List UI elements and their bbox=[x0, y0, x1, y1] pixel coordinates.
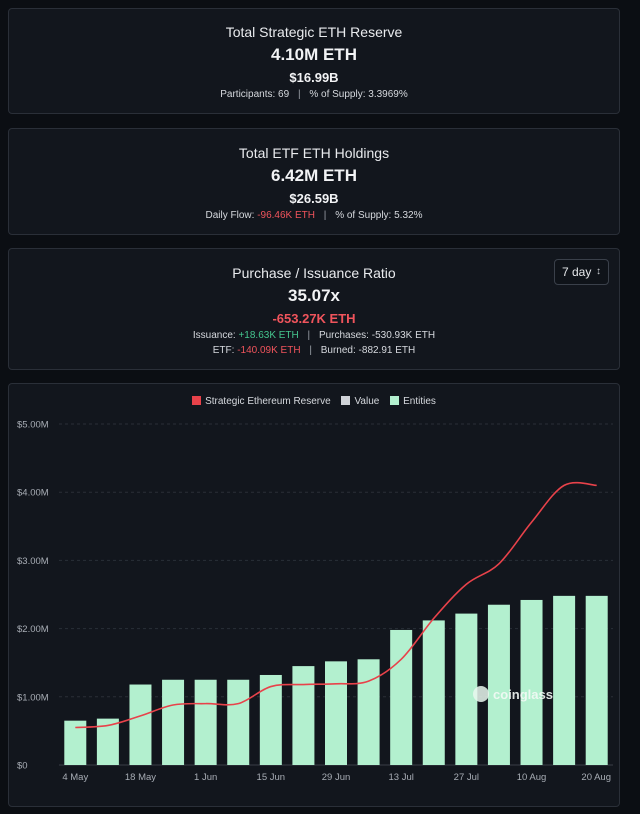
bar-entities bbox=[553, 595, 576, 765]
issuance-value: +18.63K ETH bbox=[238, 330, 299, 341]
supply-value: 3.3969% bbox=[368, 89, 408, 100]
etf-amount: 6.42M ETH bbox=[271, 166, 357, 185]
bar-entities bbox=[422, 620, 445, 765]
legend-item-entities[interactable]: Entities bbox=[390, 396, 436, 407]
ratio-details-row1: Issuance: +18.63K ETH | Purchases: -530.… bbox=[9, 330, 619, 341]
x-tick-label: 18 May bbox=[125, 772, 156, 783]
legend-label-value: Value bbox=[354, 396, 380, 407]
etf-title: Total ETF ETH Holdings bbox=[238, 145, 390, 161]
bar-entities bbox=[292, 666, 315, 765]
x-tick-label: 1 Jun bbox=[194, 772, 217, 783]
x-tick-label: 4 May bbox=[62, 772, 88, 783]
y-tick-label: $2.00M bbox=[17, 624, 49, 635]
y-tick-label: $4.00M bbox=[17, 488, 49, 499]
bar-entities bbox=[455, 613, 478, 765]
bar-entities bbox=[162, 679, 185, 765]
bar-entities bbox=[487, 604, 510, 765]
supply-label: % of Supply: bbox=[335, 210, 392, 221]
issuance-label: Issuance: bbox=[192, 330, 236, 341]
etf-details: Daily Flow: -96.46K ETH | % of Supply: 5… bbox=[9, 210, 619, 221]
chart-legend: Strategic Ethereum Reserve Value Entitie… bbox=[9, 396, 619, 407]
separator: | bbox=[309, 345, 312, 356]
bar-entities bbox=[227, 679, 250, 765]
coinglass-logo-icon bbox=[473, 686, 489, 702]
purchases-value: -530.93K ETH bbox=[371, 330, 436, 341]
reserve-amount: 4.10M ETH bbox=[271, 45, 357, 64]
x-tick-label: 13 Jul bbox=[388, 772, 413, 783]
ratio-details-row2: ETF: -140.09K ETH | Burned: -882.91 ETH bbox=[9, 345, 619, 356]
bar-entities bbox=[64, 720, 87, 765]
chevron-updown-icon: ↕ bbox=[596, 266, 601, 277]
daily-flow-value: -96.46K ETH bbox=[257, 210, 316, 221]
separator: | bbox=[297, 89, 301, 100]
ratio-value: 35.07x bbox=[288, 286, 340, 305]
x-tick-label: 10 Aug bbox=[517, 772, 547, 783]
supply-value: 5.32% bbox=[394, 210, 423, 221]
x-tick-label: 20 Aug bbox=[581, 772, 611, 783]
chart-plot: $0 $1.00M $2.00M $3.00M $4.00M $5.00M coinglas… bbox=[17, 420, 613, 783]
x-tick-label: 29 Jun bbox=[322, 772, 351, 783]
y-tick-label: $0 bbox=[17, 761, 28, 772]
separator: | bbox=[323, 210, 327, 221]
purchase-issuance-card: Purchase / Issuance Ratio 35.07x -653.27… bbox=[8, 248, 620, 370]
bar-entities bbox=[585, 595, 608, 765]
legend-item-reserve[interactable]: Strategic Ethereum Reserve bbox=[192, 396, 331, 407]
reserve-title: Total Strategic ETH Reserve bbox=[225, 24, 403, 40]
x-tick-label: 27 Jul bbox=[454, 772, 479, 783]
period-select-value: 7 day bbox=[562, 265, 592, 279]
supply-label: % of Supply: bbox=[309, 89, 366, 100]
bar-entities bbox=[259, 674, 282, 765]
legend-item-value[interactable]: Value bbox=[341, 396, 379, 407]
line-strategic-reserve bbox=[75, 481, 597, 729]
bar-entities bbox=[194, 679, 217, 765]
participants-label: Participants: bbox=[220, 89, 276, 100]
watermark-text: coinglass bbox=[493, 687, 553, 702]
y-tick-label: $1.00M bbox=[17, 692, 49, 703]
chart-card: Strategic Ethereum Reserve Value Entitie… bbox=[8, 383, 620, 807]
etf-flow-value: -140.09K ETH bbox=[237, 345, 301, 356]
burned-label: Burned: bbox=[320, 345, 356, 356]
reserve-usd-value: $16.99B bbox=[289, 70, 339, 85]
legend-label-entities: Entities bbox=[403, 396, 436, 407]
bar-entities bbox=[357, 659, 380, 765]
bar-entities bbox=[520, 599, 543, 765]
ratio-title: Purchase / Issuance Ratio bbox=[232, 265, 396, 281]
y-tick-label: $3.00M bbox=[17, 556, 49, 567]
burned-value: -882.91 ETH bbox=[358, 345, 416, 356]
y-tick-label: $5.00M bbox=[17, 420, 49, 431]
daily-flow-label: Daily Flow: bbox=[205, 210, 255, 221]
period-select[interactable]: 7 day ↕ bbox=[554, 259, 609, 285]
x-tick-label: 15 Jun bbox=[257, 772, 286, 783]
legend-swatch-reserve bbox=[192, 396, 202, 405]
bar-entities bbox=[325, 661, 347, 765]
reserve-details: Participants: 69 | % of Supply: 3.3969% bbox=[9, 89, 619, 100]
bar-entities bbox=[96, 718, 119, 765]
ratio-net-value: -653.27K ETH bbox=[272, 311, 356, 326]
etf-flow-label: ETF: bbox=[212, 345, 235, 356]
legend-label-reserve: Strategic Ethereum Reserve bbox=[205, 396, 331, 407]
strategic-reserve-card: Total Strategic ETH Reserve 4.10M ETH $1… bbox=[8, 8, 620, 114]
etf-holdings-card: Total ETF ETH Holdings 6.42M ETH $26.59B… bbox=[8, 128, 620, 235]
bar-entities bbox=[129, 684, 152, 765]
separator: | bbox=[307, 330, 311, 341]
participants-value: 69 bbox=[278, 89, 290, 100]
etf-usd-value: $26.59B bbox=[289, 191, 339, 206]
legend-swatch-value bbox=[341, 396, 351, 405]
legend-swatch-entities bbox=[390, 396, 400, 405]
purchases-label: Purchases: bbox=[318, 330, 369, 341]
